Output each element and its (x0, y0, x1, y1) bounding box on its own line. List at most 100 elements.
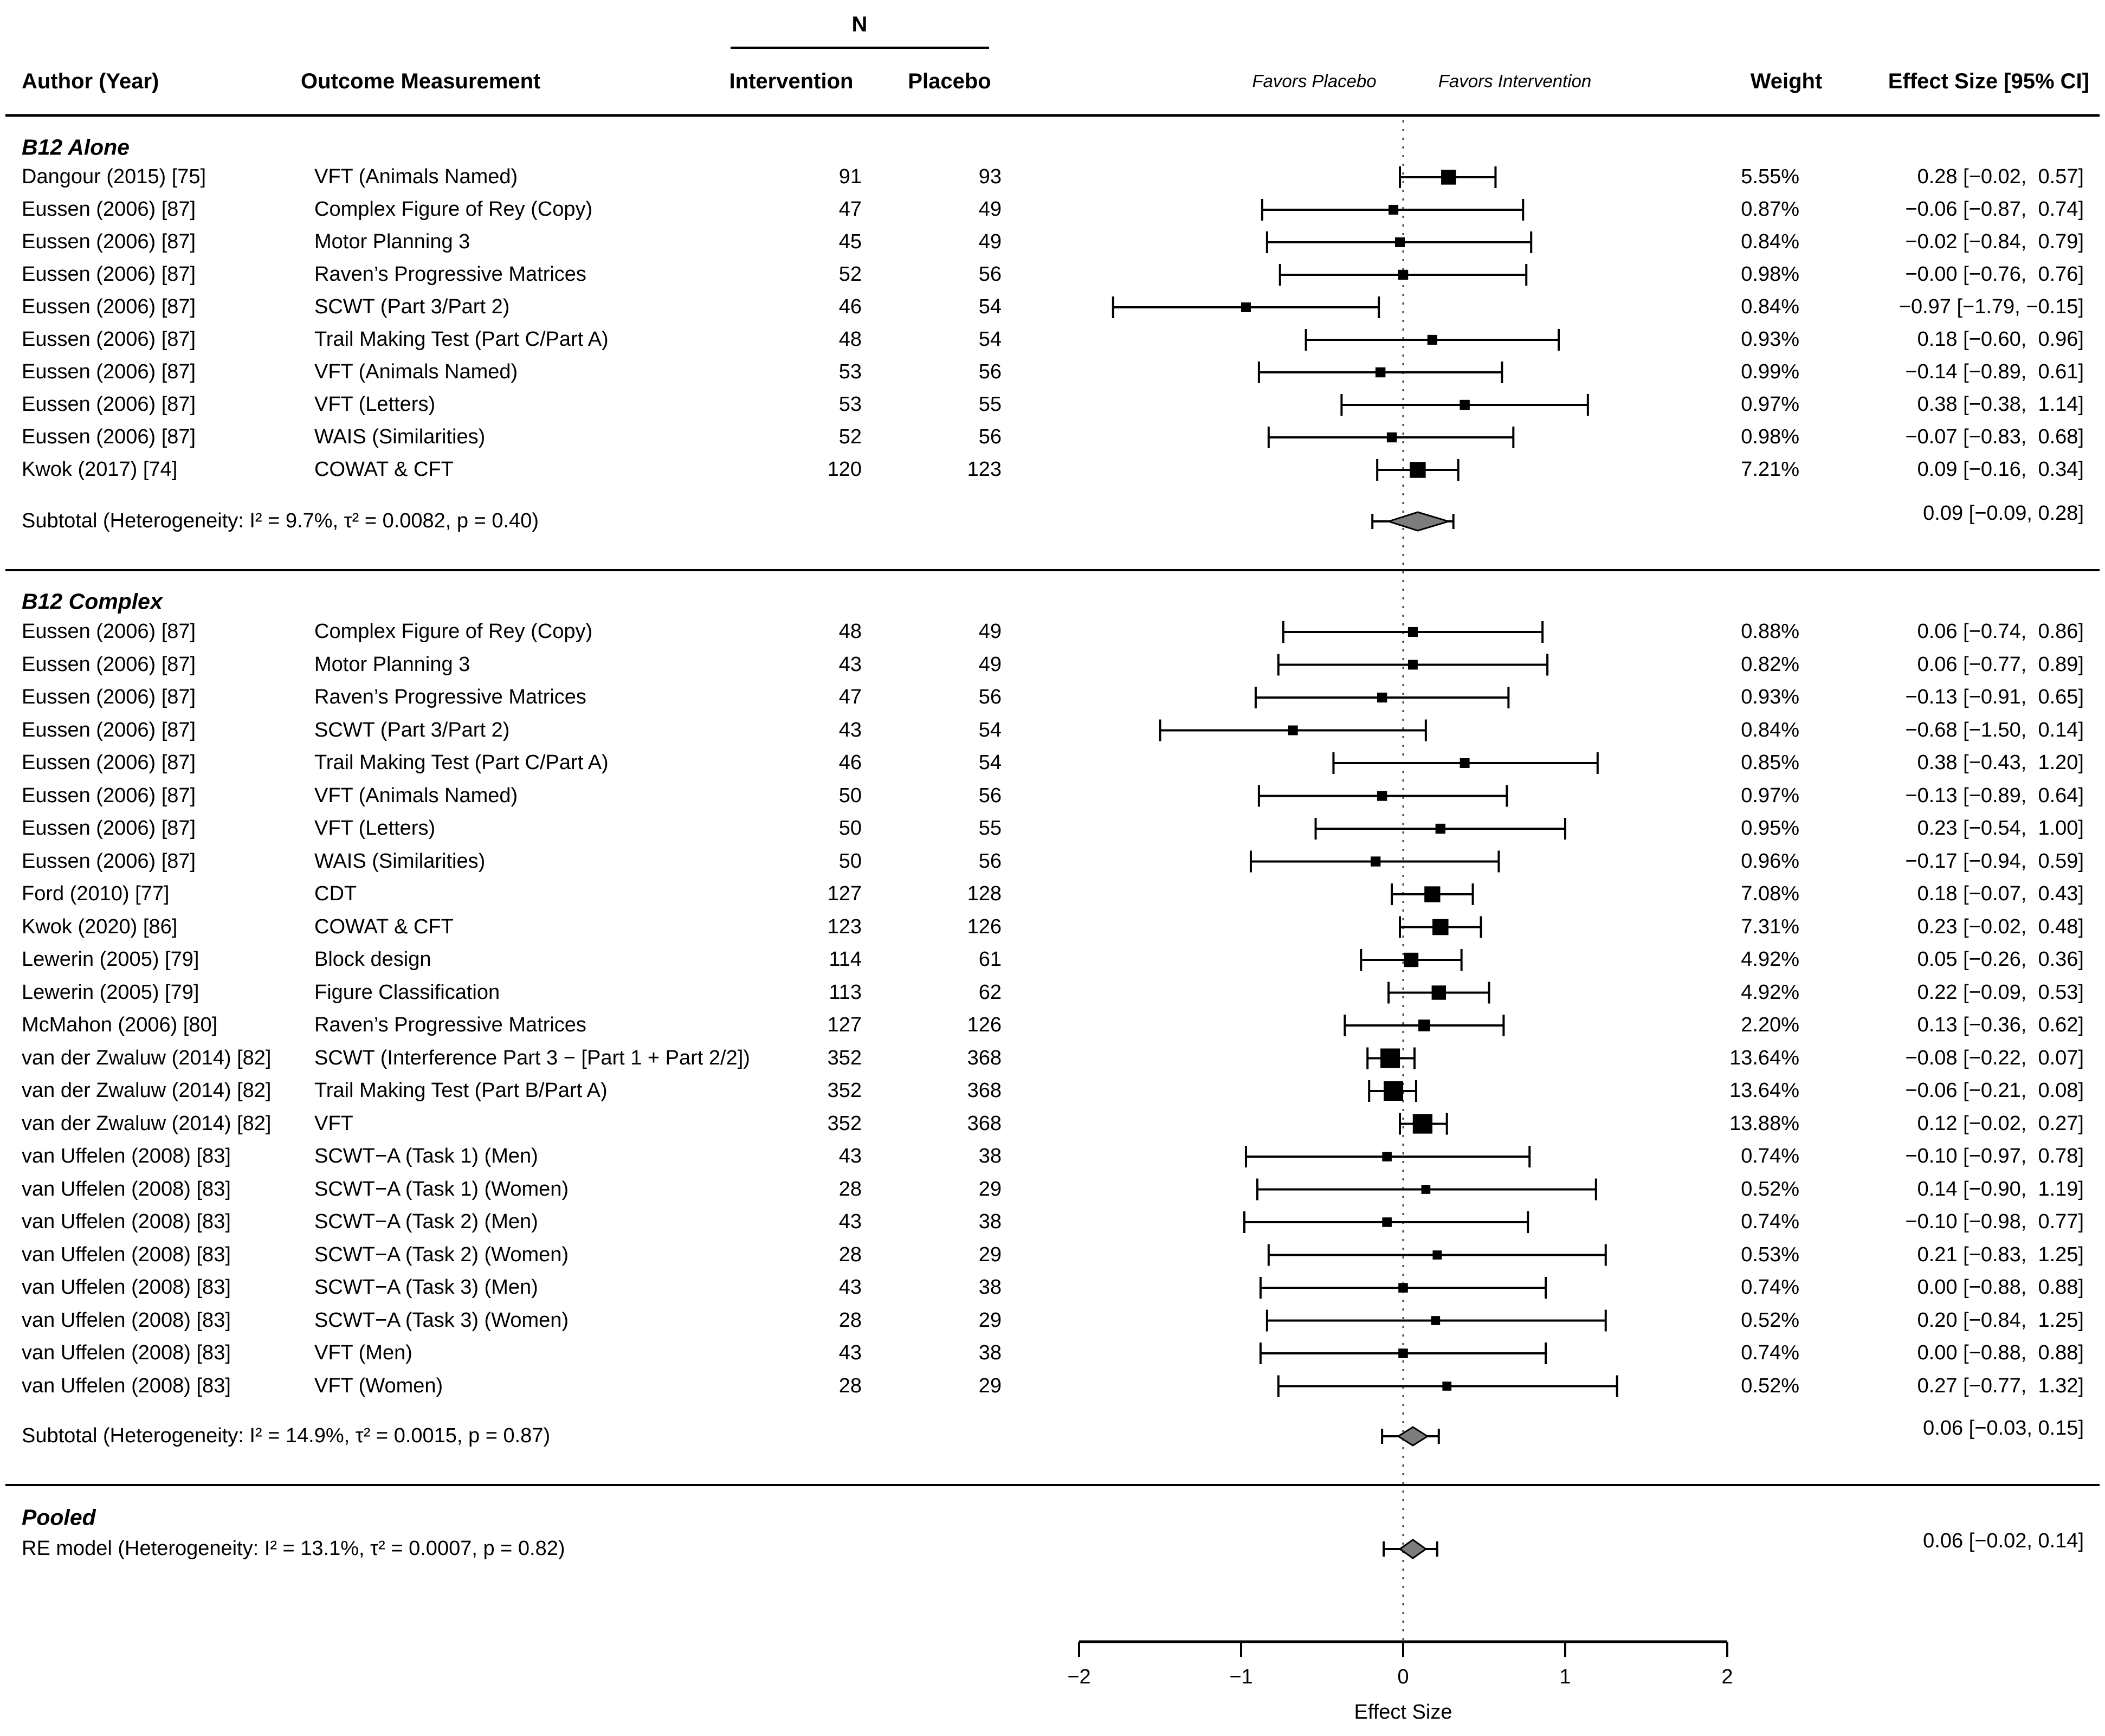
study-author-cell: Eussen (2006) [87] (22, 686, 196, 709)
n-placebo-cell: 126 (967, 915, 1002, 938)
effect-size-column-header: Effect Size [95% CI] (1888, 69, 2089, 93)
study-author-cell: van Uffelen (2008) [83] (22, 1243, 231, 1266)
n-intervention-cell: 352 (827, 1079, 862, 1102)
outcome-measurement-cell: Complex Figure of Rey (Copy) (314, 620, 593, 643)
outcome-measurement-cell: VFT (Animals Named) (314, 360, 518, 384)
outcome-measurement-cell: VFT (Animals Named) (314, 165, 518, 189)
study-author-cell: van Uffelen (2008) [83] (22, 1177, 231, 1201)
n-placebo-cell: 126 (967, 1014, 1002, 1037)
effect-size-cell: 0.14 [−0.90, 1.19] (1917, 1177, 2084, 1201)
pooled-effect-size: 0.06 [−0.02, 0.14] (1923, 1530, 2084, 1553)
outcome-measurement-cell: Block design (314, 948, 431, 971)
outcome-measurement-cell: COWAT & CFT (314, 458, 454, 481)
n-intervention-cell: 127 (827, 882, 862, 906)
weight-cell: 13.64% (1729, 1079, 1799, 1102)
n-placebo-cell: 368 (967, 1046, 1002, 1069)
n-intervention-cell: 47 (838, 198, 862, 221)
subtotal-effect-size: 0.09 [−0.09, 0.28] (1923, 502, 2084, 525)
outcome-measurement-cell: VFT (Animals Named) (314, 784, 518, 807)
effect-size-cell: −0.02 [−0.84, 0.79] (1905, 230, 2084, 254)
study-author-cell: McMahon (2006) [80] (22, 1014, 218, 1037)
n-placebo-cell: 61 (978, 948, 1002, 971)
weight-cell: 0.95% (1741, 817, 1799, 840)
x-axis-tick-label: 1 (1559, 1666, 1571, 1689)
effect-point-marker (1377, 791, 1387, 801)
effect-size-cell: 0.28 [−0.02, 0.57] (1917, 165, 2084, 189)
weight-cell: 4.92% (1741, 948, 1799, 971)
outcome-measurement-cell: WAIS (Similarities) (314, 425, 486, 449)
n-placebo-cell: 54 (978, 751, 1002, 775)
effect-size-cell: 0.00 [−0.88, 0.88] (1917, 1341, 2084, 1365)
n-placebo-cell: 56 (978, 360, 1002, 384)
n-placebo-cell: 56 (978, 425, 1002, 449)
outcome-measurement-cell: CDT (314, 882, 357, 906)
weight-cell: 0.97% (1741, 784, 1799, 807)
subtotal-heterogeneity-label: Subtotal (Heterogeneity: I² = 14.9%, τ² … (22, 1424, 551, 1448)
outcome-measurement-cell: SCWT−A (Task 2) (Women) (314, 1243, 569, 1266)
weight-cell: 0.52% (1741, 1177, 1799, 1201)
n-intervention-cell: 47 (838, 686, 862, 709)
outcome-measurement-cell: SCWT (Part 3/Part 2) (314, 718, 510, 741)
study-author-cell: van Uffelen (2008) [83] (22, 1308, 231, 1332)
placebo-column-header: Placebo (908, 69, 991, 93)
effect-point-marker (1398, 1348, 1408, 1358)
outcome-measurement-cell: VFT (Letters) (314, 393, 436, 416)
n-placebo-cell: 29 (978, 1374, 1002, 1397)
section-title: B12 Complex (22, 589, 163, 614)
n-intervention-cell: 28 (838, 1177, 862, 1201)
n-placebo-cell: 55 (978, 817, 1002, 840)
n-intervention-cell: 43 (838, 1341, 862, 1365)
n-placebo-cell: 128 (967, 882, 1002, 906)
weight-cell: 0.52% (1741, 1374, 1799, 1397)
effect-size-cell: 0.23 [−0.54, 1.00] (1917, 817, 2084, 840)
weight-cell: 0.85% (1741, 751, 1799, 775)
pooled-section-title: Pooled (22, 1505, 96, 1530)
study-author-cell: Eussen (2006) [87] (22, 295, 196, 319)
n-placebo-cell: 54 (978, 718, 1002, 741)
outcome-measurement-cell: Figure Classification (314, 980, 500, 1004)
n-placebo-cell: 38 (978, 1276, 1002, 1299)
effect-point-marker (1288, 725, 1298, 735)
outcome-measurement-cell: Trail Making Test (Part C/Part A) (314, 328, 609, 351)
weight-cell: 0.84% (1741, 295, 1799, 319)
effect-point-marker (1370, 856, 1381, 867)
study-author-cell: Eussen (2006) [87] (22, 653, 196, 676)
n-intervention-cell: 52 (838, 263, 862, 286)
study-author-cell: Eussen (2006) [87] (22, 849, 196, 873)
study-author-cell: van Uffelen (2008) [83] (22, 1341, 231, 1365)
n-placebo-cell: 55 (978, 393, 1002, 416)
n-placebo-cell: 54 (978, 295, 1002, 319)
n-intervention-cell: 43 (838, 1276, 862, 1299)
outcome-measurement-cell: Raven’s Progressive Matrices (314, 263, 586, 286)
effect-size-cell: −0.10 [−0.97, 0.78] (1905, 1145, 2084, 1168)
outcome-measurement-cell: SCWT (Part 3/Part 2) (314, 295, 510, 319)
n-intervention-cell: 43 (838, 718, 862, 741)
n-intervention-cell: 43 (838, 1210, 862, 1234)
effect-point-marker (1460, 758, 1470, 768)
effect-size-cell: 0.12 [−0.02, 0.27] (1917, 1112, 2084, 1135)
effect-point-marker (1382, 1152, 1392, 1161)
outcome-measurement-cell: Trail Making Test (Part B/Part A) (314, 1079, 608, 1102)
effect-point-marker (1432, 1250, 1442, 1260)
n-intervention-cell: 48 (838, 328, 862, 351)
study-author-cell: Eussen (2006) [87] (22, 751, 196, 775)
effect-point-marker (1432, 919, 1449, 935)
n-placebo-cell: 368 (967, 1079, 1002, 1102)
outcome-measurement-cell: Complex Figure of Rey (Copy) (314, 198, 593, 221)
study-author-cell: Lewerin (2005) [79] (22, 948, 199, 971)
n-intervention-cell: 352 (827, 1112, 862, 1135)
outcome-measurement-cell: SCWT−A (Task 2) (Men) (314, 1210, 538, 1234)
study-author-cell: van Uffelen (2008) [83] (22, 1276, 231, 1299)
effect-size-cell: −0.07 [−0.83, 0.68] (1905, 425, 2084, 449)
effect-size-cell: 0.00 [−0.88, 0.88] (1917, 1276, 2084, 1299)
outcome-measurement-cell: SCWT−A (Task 3) (Women) (314, 1308, 569, 1332)
effect-size-cell: 0.20 [−0.84, 1.25] (1917, 1308, 2084, 1332)
summary-diamond (1386, 511, 1451, 532)
outcome-measurement-cell: VFT (Men) (314, 1341, 412, 1365)
summary-diamond (1398, 1539, 1428, 1559)
effect-size-cell: −0.06 [−0.21, 0.08] (1905, 1079, 2084, 1102)
effect-size-cell: −0.68 [−1.50, 0.14] (1905, 718, 2084, 741)
effect-point-marker (1424, 886, 1441, 902)
n-intervention-cell: 28 (838, 1374, 862, 1397)
